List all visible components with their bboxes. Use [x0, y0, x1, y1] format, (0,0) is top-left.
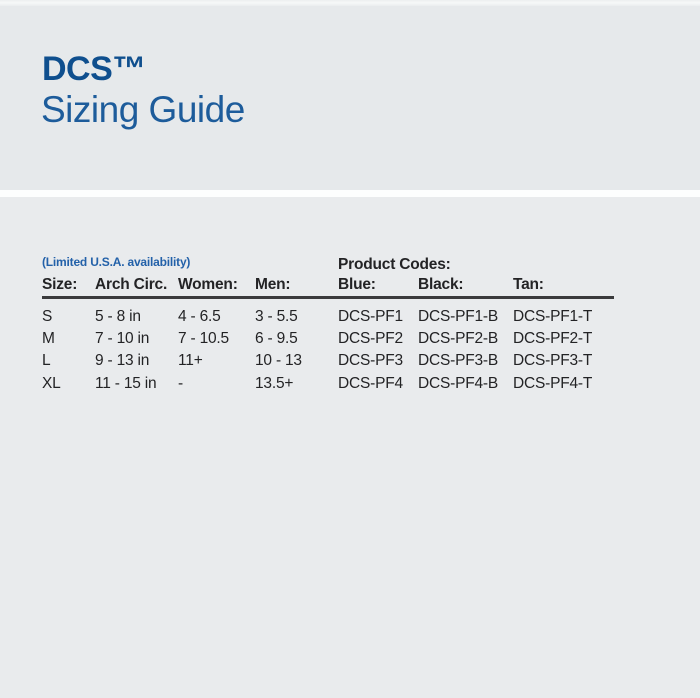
table-header-row: Size: Arch Circ. Women: Men: Blue: Black: Tan: — [42, 274, 614, 294]
table-cell: DCS-PF1 — [338, 307, 403, 325]
table-pre-header-row: (Limited U.S.A. availability) Product Co… — [42, 250, 614, 274]
table-header-rule — [42, 296, 614, 299]
table-cell: DCS-PF1-T — [513, 307, 593, 325]
table-cell: 6 - 9.5 — [255, 330, 298, 348]
availability-note: (Limited U.S.A. availability) — [42, 255, 191, 269]
column-header: Tan: — [513, 276, 544, 293]
table-cell: M — [42, 330, 55, 348]
table-cell: DCS-PF4-T — [513, 374, 593, 392]
table-body: S 5 - 8 in 4 - 6.5 3 - 5.5 DCS-PF1 DCS-PF1-B D… — [42, 299, 614, 396]
table-cell: DCS-PF4-B — [418, 374, 499, 392]
table-cell: DCS-PF2-T — [513, 330, 593, 348]
table-row: M 7 - 10 in 7 - 10.5 6 - 9.5 DCS-PF2 DCS-PF2-… — [42, 328, 614, 350]
table-cell: 13.5+ — [255, 374, 294, 392]
column-header: Blue: — [338, 276, 376, 293]
table-cell: 9 - 13 in — [95, 352, 150, 370]
table-cell: 10 - 13 — [255, 352, 302, 370]
table-cell: 11 - 15 in — [95, 374, 157, 392]
product-codes-label: Product Codes: — [338, 256, 451, 273]
table-cell: 4 - 6.5 — [178, 307, 221, 325]
column-header: Arch Circ. — [95, 276, 168, 293]
table-cell: 11+ — [178, 352, 203, 370]
table-row: L 9 - 13 in 11+ 10 - 13 DCS-PF3 DCS-PF3-B DCS-… — [42, 350, 614, 372]
product-title: DCS™ — [42, 50, 146, 88]
table-cell: DCS-PF3-B — [418, 352, 499, 370]
table-cell: 5 - 8 in — [95, 307, 141, 325]
table-cell: 3 - 5.5 — [255, 307, 298, 325]
table-row: XL 11 - 15 in - 13.5+ DCS-PF4 DCS-PF4-B DCS-PF… — [42, 373, 614, 395]
header-section: DCS™ Sizing Guide — [0, 0, 700, 190]
column-header: Black: — [418, 276, 464, 293]
table-cell: 7 - 10.5 — [178, 330, 229, 348]
table-cell: DCS-PF3-T — [513, 352, 593, 370]
top-edge-highlight — [0, 0, 700, 6]
sizing-table: (Limited U.S.A. availability) Product Co… — [42, 250, 614, 395]
table-cell: DCS-PF3 — [338, 352, 403, 370]
column-header: Size: — [42, 276, 78, 293]
table-cell: S — [42, 307, 53, 325]
table-cell: XL — [42, 374, 61, 392]
content-section: (Limited U.S.A. availability) Product Co… — [0, 197, 700, 698]
section-divider — [0, 190, 700, 197]
table-cell: - — [178, 374, 183, 392]
table-row: S 5 - 8 in 4 - 6.5 3 - 5.5 DCS-PF1 DCS-PF1-B D… — [42, 306, 614, 328]
table-cell: DCS-PF2-B — [418, 330, 499, 348]
table-cell: DCS-PF4 — [338, 374, 403, 392]
column-header: Men: — [255, 276, 291, 293]
table-cell: DCS-PF2 — [338, 330, 403, 348]
table-cell: DCS-PF1-B — [418, 307, 499, 325]
table-cell: 7 - 10 in — [95, 330, 150, 348]
column-header: Women: — [178, 276, 238, 293]
table-cell: L — [42, 352, 51, 370]
page-title: Sizing Guide — [41, 89, 245, 130]
